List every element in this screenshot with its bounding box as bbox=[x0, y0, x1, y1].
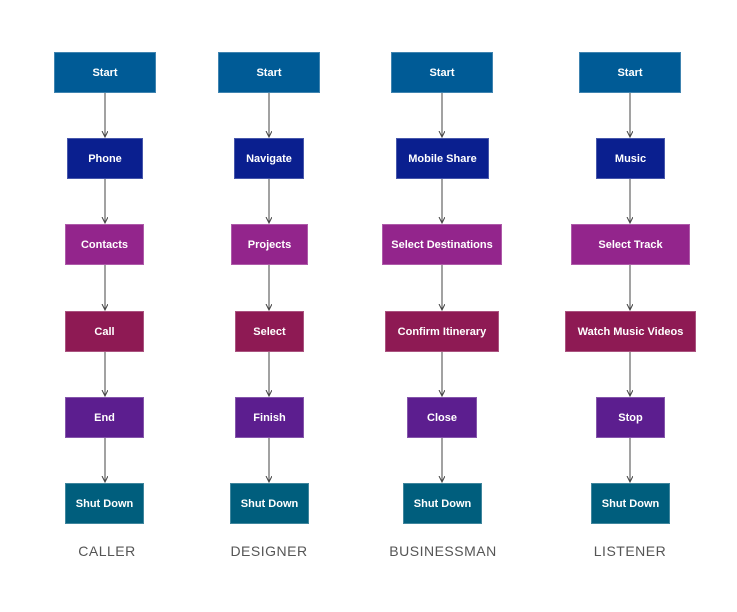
caller-step-contacts: Contacts bbox=[65, 224, 144, 265]
businessman-step-start: Start bbox=[391, 52, 493, 93]
listener-step-select-track: Select Track bbox=[571, 224, 690, 265]
caller-step-call: Call bbox=[65, 311, 144, 352]
designer-step-shut-down: Shut Down bbox=[230, 483, 309, 524]
listener-step-shut-down: Shut Down bbox=[591, 483, 670, 524]
column-label-caller: CALLER bbox=[78, 543, 136, 559]
listener-step-watch-music-videos: Watch Music Videos bbox=[565, 311, 696, 352]
businessman-step-mobile-share: Mobile Share bbox=[396, 138, 489, 179]
designer-step-finish: Finish bbox=[235, 397, 304, 438]
caller-step-start: Start bbox=[54, 52, 156, 93]
designer-step-projects: Projects bbox=[231, 224, 308, 265]
caller-step-shut-down: Shut Down bbox=[65, 483, 144, 524]
businessman-step-confirm-itinerary: Confirm Itinerary bbox=[385, 311, 499, 352]
businessman-step-close: Close bbox=[407, 397, 477, 438]
column-label-listener: LISTENER bbox=[593, 543, 667, 559]
businessman-step-shut-down: Shut Down bbox=[403, 483, 482, 524]
column-label-businessman: BUSINESSMAN bbox=[389, 543, 497, 559]
listener-step-stop: Stop bbox=[596, 397, 665, 438]
caller-step-phone: Phone bbox=[67, 138, 143, 179]
caller-step-end: End bbox=[65, 397, 144, 438]
designer-step-select: Select bbox=[235, 311, 304, 352]
designer-step-navigate: Navigate bbox=[234, 138, 304, 179]
listener-step-music: Music bbox=[596, 138, 665, 179]
column-label-designer: DESIGNER bbox=[230, 543, 308, 559]
listener-step-start: Start bbox=[579, 52, 681, 93]
businessman-step-select-destinations: Select Destinations bbox=[382, 224, 502, 265]
designer-step-start: Start bbox=[218, 52, 320, 93]
